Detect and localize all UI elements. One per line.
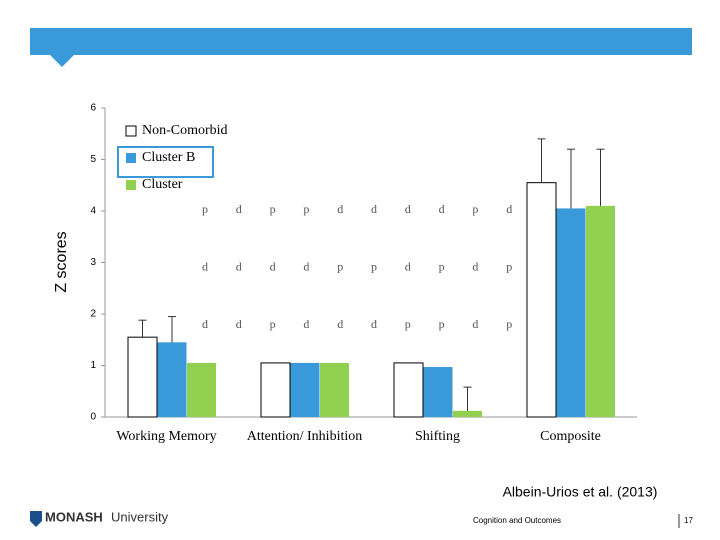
annotation: p <box>337 259 343 273</box>
annotation: p <box>506 317 512 331</box>
x-tick-label: Composite <box>540 429 601 444</box>
annotation: d <box>270 259 276 273</box>
annotation: d <box>202 317 208 331</box>
annotation: p <box>270 317 276 331</box>
legend-label: Non-Comorbid <box>142 123 228 138</box>
legend-label: Cluster <box>142 177 183 192</box>
logo-shield <box>30 511 42 527</box>
bar <box>187 362 216 417</box>
legend-label: Cluster B <box>142 150 195 165</box>
bar <box>556 208 586 417</box>
bar <box>127 336 158 418</box>
annotation: d <box>303 259 309 273</box>
bar <box>526 182 557 418</box>
annotation: d <box>506 202 512 216</box>
page-number: 17 <box>684 516 693 525</box>
annotation: d <box>472 317 478 331</box>
annotation: d <box>337 317 343 331</box>
bar <box>586 205 615 417</box>
annotation: p <box>371 259 377 273</box>
bar <box>260 362 291 418</box>
annotation: d <box>202 259 208 273</box>
logo: MONASH University <box>30 509 169 527</box>
annotation: d <box>337 202 343 216</box>
y-tick-label: 0 <box>90 412 96 423</box>
logo-suffix: University <box>111 509 169 524</box>
annotation: p <box>303 202 309 216</box>
annotation: p <box>202 202 208 216</box>
annotation: p <box>405 317 411 331</box>
annotation: p <box>270 202 276 216</box>
y-tick-label: 3 <box>90 257 96 268</box>
citation: Albein-Urios et al. (2013) <box>503 484 658 500</box>
annotation: d <box>472 259 478 273</box>
y-tick-label: 1 <box>90 360 96 371</box>
bar <box>320 362 349 417</box>
legend-highlight <box>117 146 214 178</box>
annotation: p <box>506 259 512 273</box>
annotation: d <box>236 259 242 273</box>
header-pointer <box>50 55 74 67</box>
legend-swatch <box>125 125 137 137</box>
bar <box>453 410 482 417</box>
y-tick-label: 5 <box>90 154 96 165</box>
y-tick-label: 4 <box>90 206 96 217</box>
annotation: d <box>236 202 242 216</box>
annotation: d <box>439 202 445 216</box>
bar <box>290 362 320 417</box>
legend-swatch <box>126 180 136 190</box>
y-tick-label: 6 <box>90 103 96 114</box>
bar <box>393 362 424 418</box>
bar <box>157 342 187 417</box>
x-tick-label: Attention/ Inhibition <box>247 429 363 444</box>
annotation: p <box>472 202 478 216</box>
annotation: p <box>439 317 445 331</box>
annotation: d <box>236 317 242 331</box>
annotation: d <box>405 202 411 216</box>
annotation: p <box>439 259 445 273</box>
annotation: d <box>371 317 377 331</box>
logo-text: MONASH <box>45 509 103 524</box>
annotation: d <box>371 202 377 216</box>
section-name: Cognition and Outcomes <box>473 516 561 525</box>
x-tick-label: Working Memory <box>116 429 216 444</box>
annotation: d <box>405 259 411 273</box>
header-bar <box>30 28 692 55</box>
y-axis-label: Z scores <box>53 231 70 292</box>
legend-swatch <box>126 153 136 163</box>
x-tick-label: Shifting <box>415 429 460 444</box>
y-tick-label: 2 <box>90 309 96 320</box>
annotation: d <box>303 317 309 331</box>
bar <box>423 367 453 417</box>
